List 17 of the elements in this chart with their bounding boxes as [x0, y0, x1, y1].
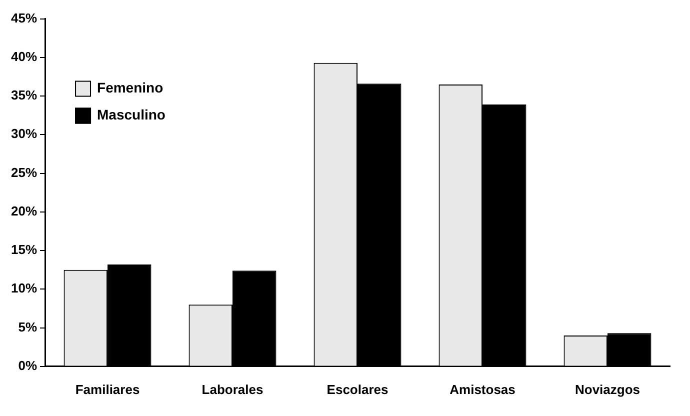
y-tick-label: 40%: [10, 49, 38, 64]
legend-label: Masculino: [97, 106, 166, 123]
y-tick-label: 30%: [10, 126, 38, 142]
y-tick-label: 5%: [18, 319, 38, 334]
x-tick-label: Familiares: [75, 382, 140, 397]
x-tick-label: Laborales: [202, 382, 264, 397]
y-tick-label: 20%: [10, 203, 38, 218]
y-tick-label: 10%: [10, 280, 38, 296]
y-tick-label: 45%: [10, 10, 38, 26]
x-tick-label: Escolares: [326, 382, 388, 397]
y-tick-label: 15%: [10, 242, 38, 258]
y-tick-label: 25%: [10, 164, 38, 180]
y-tick-label: 35%: [10, 88, 38, 103]
legend-label: Femenino: [97, 80, 164, 96]
y-tick-label: 0%: [18, 358, 38, 373]
x-tick-label: Amistosas: [450, 382, 516, 397]
x-tick-label: Noviazgos: [574, 382, 640, 397]
